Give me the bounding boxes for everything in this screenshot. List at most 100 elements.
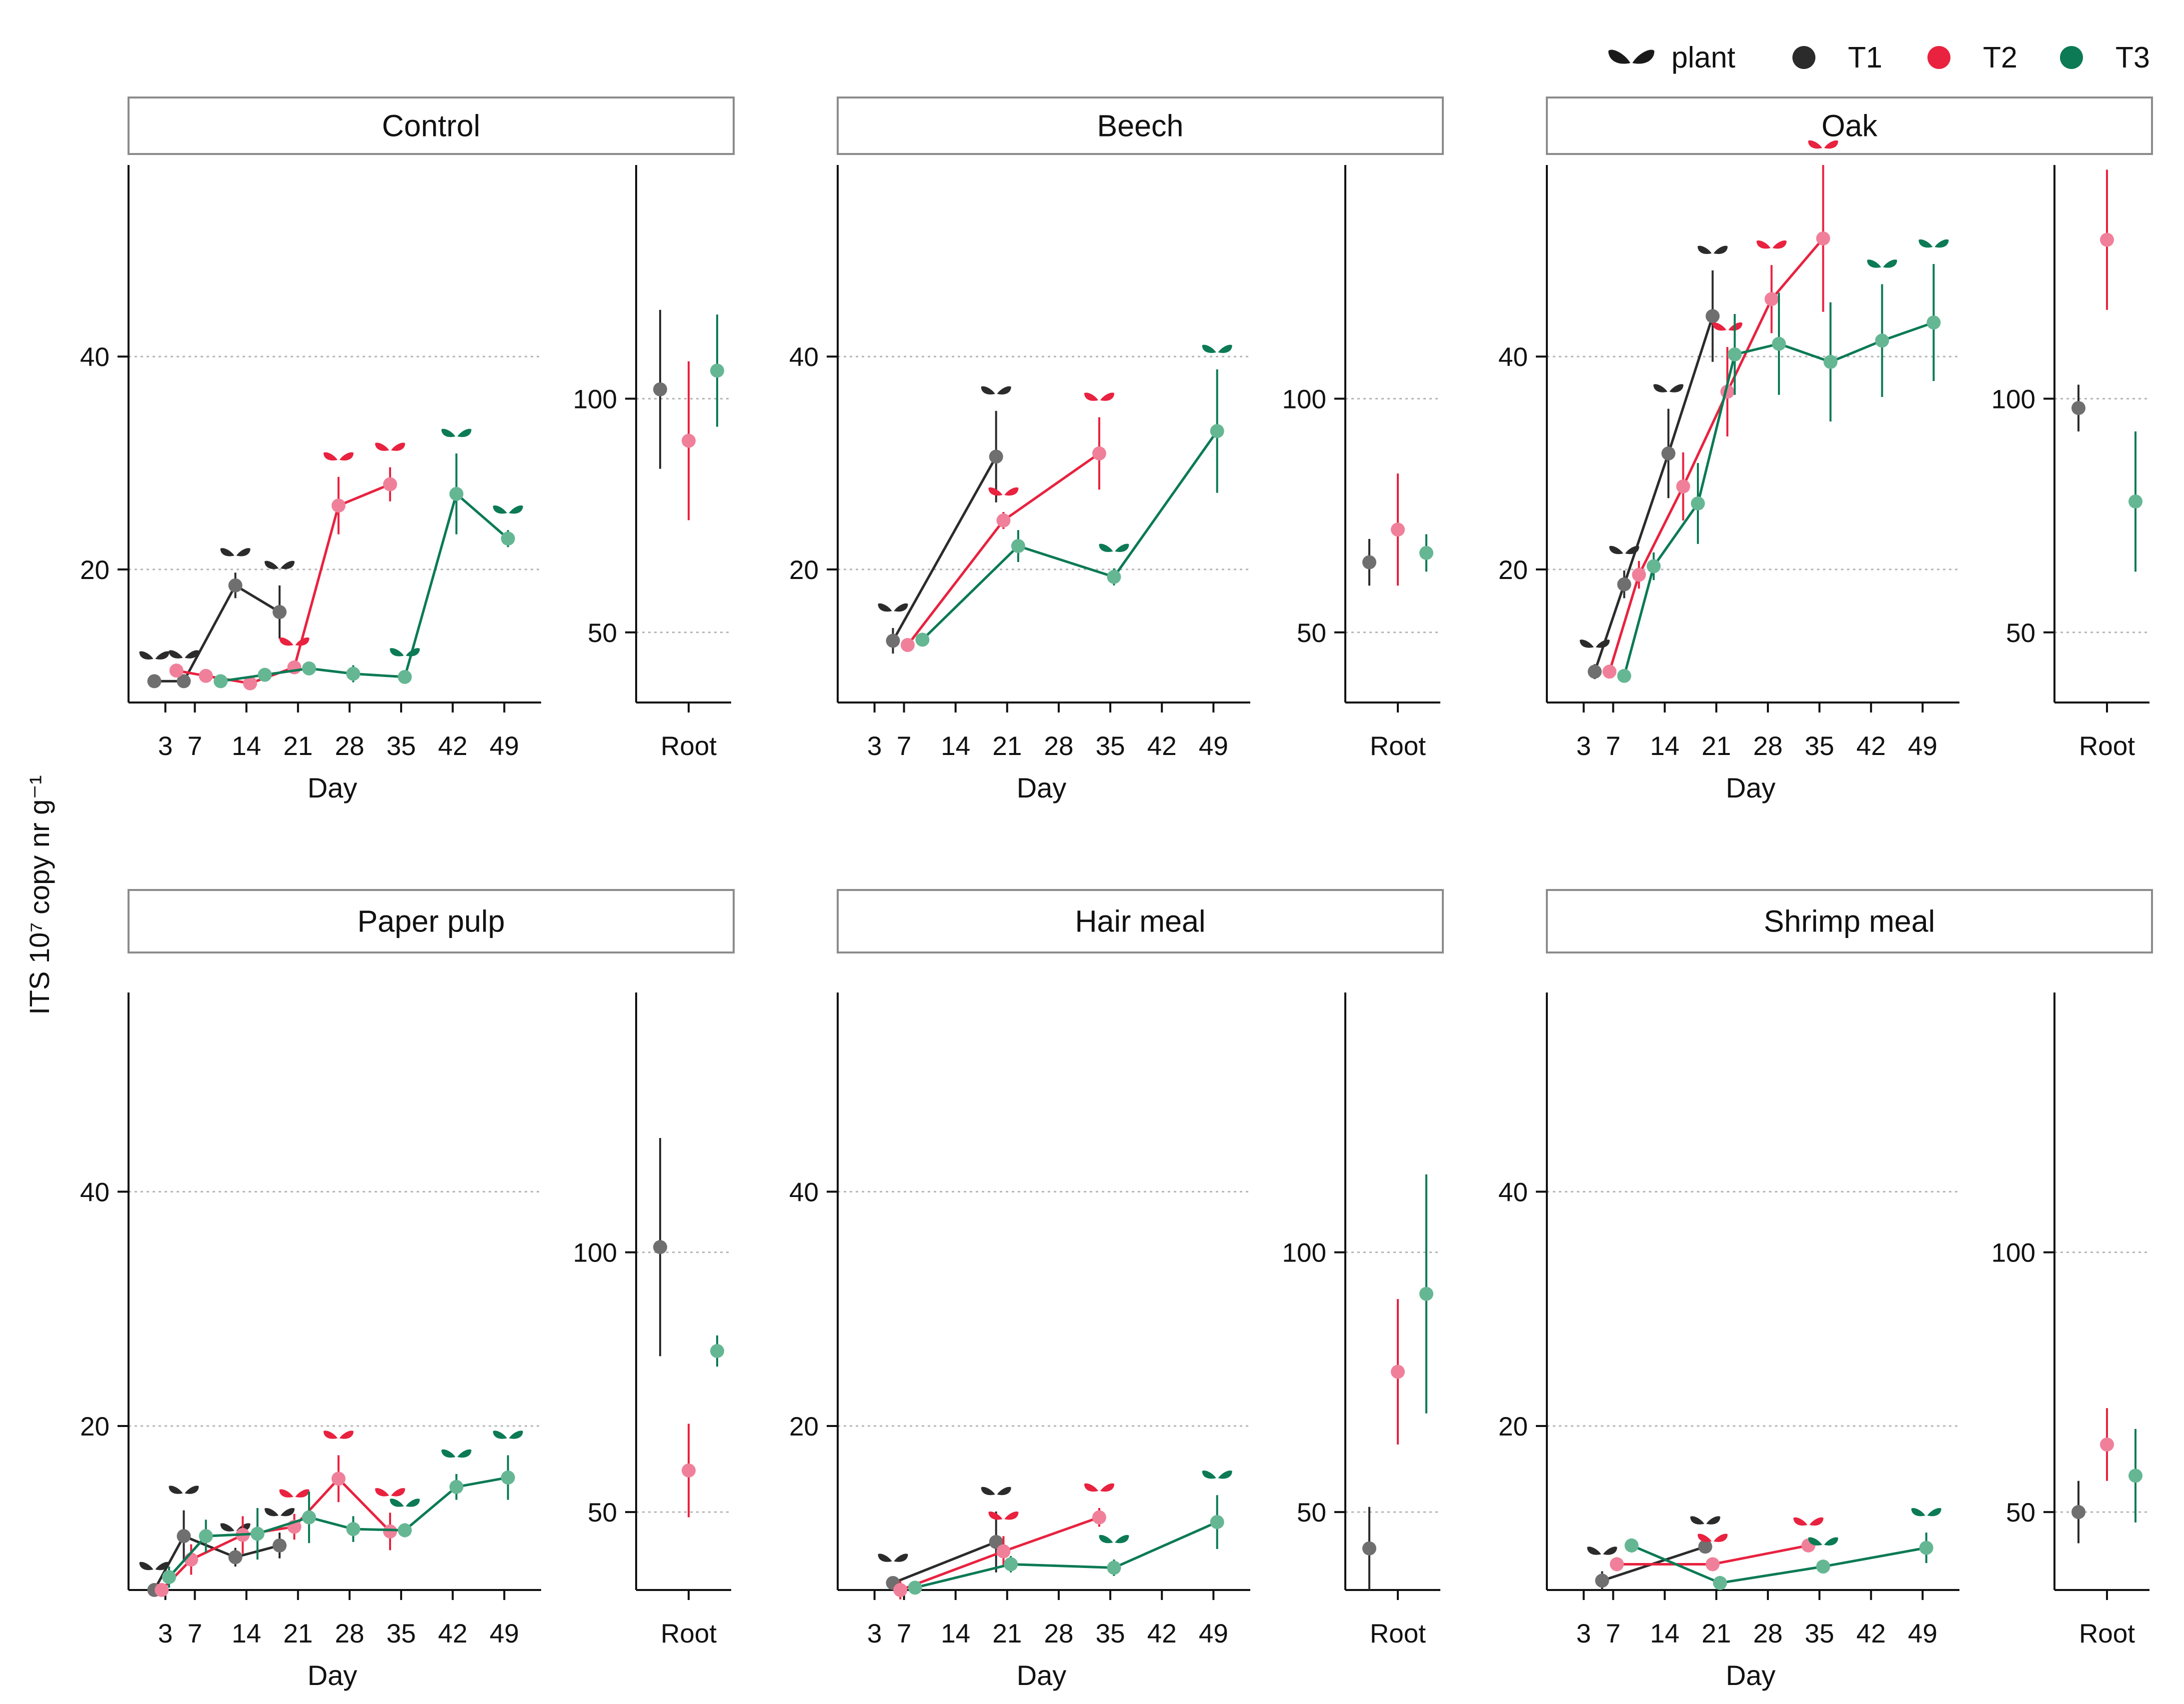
plant-marker-icon [139,651,170,660]
y-tick-label: 20 [789,1412,819,1442]
plant-marker-icon [279,637,310,646]
x-tick-label: 49 [1908,732,1937,761]
root-point-T3 [1419,546,1433,560]
plant-marker-icon [1690,1516,1720,1524]
series-line [906,452,1100,646]
leaf-left [265,1508,279,1516]
leaf-right [457,428,472,438]
leaf-left [139,651,154,660]
series-line [176,483,391,685]
plant-marker-icon [441,1449,472,1458]
legend-label-plant: plant [1671,41,1735,74]
data-point [162,1570,177,1584]
x-tick-label: Root [2079,732,2135,761]
x-tick-label: 49 [490,1619,519,1648]
leaf-left [878,603,892,612]
x-tick-label: 3 [867,732,882,761]
plant-marker-icon [323,452,354,460]
x-tick-label: 42 [438,1619,468,1648]
data-point [228,578,243,592]
leaf-left [1756,240,1771,249]
y-tick-label: 50 [2006,618,2035,648]
panel-title: Paper pulp [357,904,505,938]
series-T3 [1617,239,1949,683]
x-tick-label: 21 [283,1619,313,1648]
root-point-T2 [2100,1438,2114,1452]
data-point [302,661,316,676]
plant-marker-icon [1579,640,1610,648]
data-point [331,498,346,513]
root-point-T3 [710,1344,724,1358]
series-T2 [1609,1517,1823,1572]
data-point [1926,316,1941,330]
x-tick-label: 14 [1650,732,1679,761]
x-tick-label: 35 [1096,732,1125,761]
x-tick-label: 7 [1606,732,1620,761]
x-axis-title: Day [1017,1660,1067,1691]
leaf-right [1218,1470,1232,1479]
panel-title: Oak [1821,109,1877,143]
plant-marker-icon [220,548,251,556]
plant-marker-icon [265,560,295,570]
plant-marker-icon [1099,1534,1129,1544]
plant-marker-icon [1587,1546,1617,1555]
data-point [449,1480,464,1494]
leaf-left [1793,1517,1807,1526]
plant-marker-icon [1609,546,1639,554]
data-point [1816,231,1830,246]
x-tick-label: 49 [1908,1619,1937,1648]
series-T3 [214,428,523,688]
series-T2 [155,1430,405,1597]
panel-title: Beech [1097,109,1184,143]
root-panel: 50 100 Root [1282,992,1440,1648]
leaf-right [155,651,170,660]
plant-marker-icon [1653,384,1684,392]
plant-marker-icon [375,442,405,451]
series-line [915,1520,1218,1589]
data-point [1011,539,1025,554]
leaf-left [169,650,183,658]
panel-shrimp-meal: Shrimp meal 20 40 3 7 14 21 28 35 42 49 Day 50 100 Roo… [1498,889,2153,1691]
data-point [1004,1557,1018,1572]
x-tick-label: 7 [897,1619,911,1648]
root-point-T3 [2128,494,2142,509]
data-point [886,634,900,648]
data-point [1624,1538,1639,1552]
leaf-right [894,603,908,612]
data-point [1210,1515,1224,1530]
x-tick-label: 28 [335,732,364,761]
dot-icon [1792,46,1815,69]
legend-item-plant: plant [1608,41,1735,74]
leaf-left [981,386,995,394]
strip-header [1546,889,2153,954]
data-point [177,1529,191,1544]
y-tick-label: 100 [1991,1238,2035,1268]
data-point [199,1529,213,1544]
y-tick-label: 20 [789,556,819,585]
plant-marker-icon [323,1430,354,1439]
leaf-right [457,1449,472,1458]
leaf-right [1632,50,1654,64]
data-point [1727,347,1742,362]
data-point [383,1524,397,1538]
data-point [169,664,184,678]
y-tick-label: 40 [80,1178,110,1207]
seedling-icon [1608,50,1654,64]
data-point [501,1470,515,1485]
y-tick-label: 50 [588,1498,617,1528]
series-line [921,430,1218,641]
data-point [1705,309,1720,324]
leaf-left [441,428,456,438]
data-point [273,605,287,620]
data-point [501,532,515,546]
root-point-T1 [1362,1541,1376,1556]
leaf-left [1084,392,1098,401]
leaf-right [1100,1483,1114,1492]
plant-marker-icon [878,603,908,612]
data-point [1875,334,1889,348]
plant-marker-icon [1867,260,1897,268]
x-tick-label: Root [2079,1619,2135,1648]
x-tick-label: 14 [941,732,970,761]
y-tick-label: 40 [789,1178,819,1207]
